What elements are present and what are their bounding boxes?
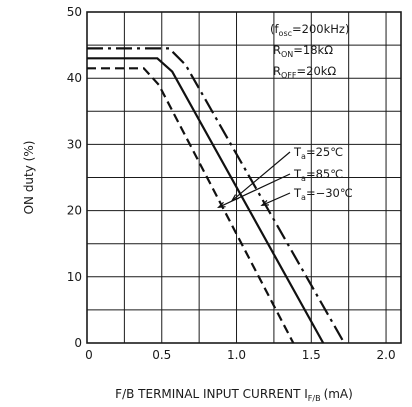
x-tick-label: 0.5: [152, 348, 171, 362]
leader-arrowhead: [216, 201, 226, 209]
x-tick-label: 2.0: [377, 348, 396, 362]
series-line-0: [87, 57, 325, 344]
condition-ron: RON=18kΩ: [273, 43, 333, 59]
y-tick-label: 50: [67, 5, 82, 19]
plot-frame: [86, 11, 402, 344]
y-tick-label: 0: [74, 336, 82, 350]
series-label-ta-minus30: Ta=−30℃: [293, 186, 353, 202]
x-axis-title: F/B TERMINAL INPUT CURRENT IF/B (mA): [115, 387, 353, 403]
leader-line: [231, 151, 291, 202]
y-tick-label: 10: [67, 270, 82, 284]
label-leaders: [216, 151, 291, 209]
series-label-ta-85: Ta=85℃: [293, 167, 343, 183]
grid-lines: [87, 12, 401, 343]
x-tick-label: 1.0: [227, 348, 246, 362]
tick-labels: 0 10 20 30 40 50 0 0.5 1.0 1.5 2.0: [67, 5, 396, 362]
x-tick-label: 1.5: [302, 348, 321, 362]
conditions-block: (fosc=200kHz) RON=18kΩ ROFF=20kΩ: [270, 22, 349, 80]
series-label-ta-25: Ta=25℃: [293, 145, 343, 161]
leader-line: [261, 192, 291, 206]
condition-fosc: (fosc=200kHz): [270, 22, 349, 38]
x-tick-label: 0: [85, 348, 93, 362]
y-axis-title: ON duty (%): [22, 141, 36, 215]
leader-arrowhead: [260, 200, 269, 207]
leader-line: [218, 173, 291, 208]
y-tick-label: 20: [67, 204, 82, 218]
y-tick-label: 40: [67, 71, 82, 85]
y-tick-label: 30: [67, 137, 82, 151]
series-line-1: [87, 67, 295, 344]
condition-roff: ROFF=20kΩ: [273, 64, 336, 80]
series-labels: Ta=25℃ Ta=85℃ Ta=−30℃: [293, 145, 353, 202]
